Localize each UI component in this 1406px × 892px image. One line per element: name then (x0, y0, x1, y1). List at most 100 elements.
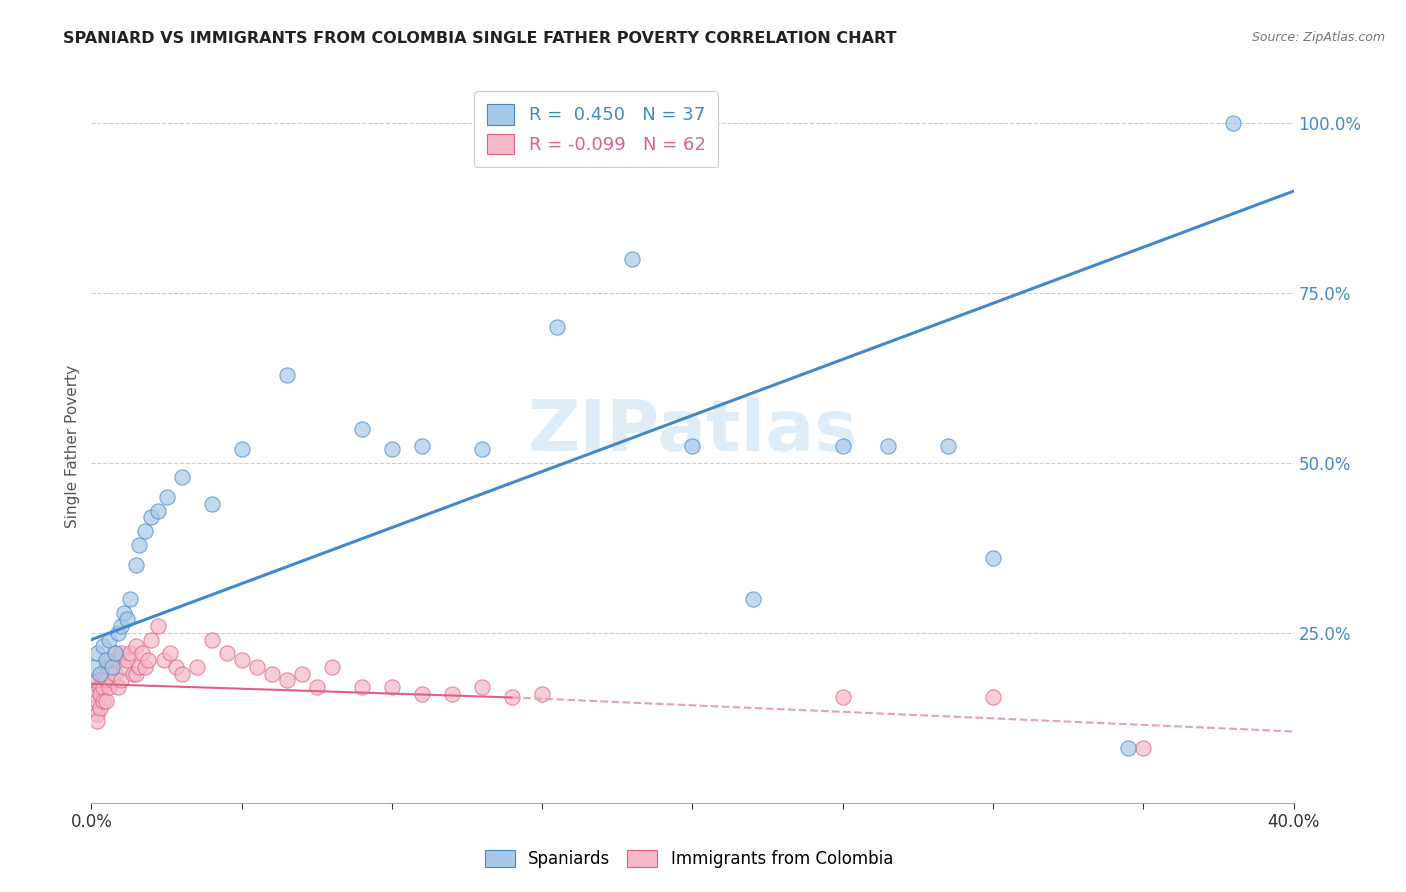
Point (531, 687, 554, 701)
Point (86, 694, 108, 708)
Legend: Spaniards, Immigrants from Colombia: Spaniards, Immigrants from Colombia (478, 843, 900, 875)
Point (96, 694, 118, 708)
Point (101, 653, 124, 667)
Point (107, 653, 129, 667)
Point (1222, 116, 1244, 130)
Point (110, 646, 132, 660)
Point (89, 700, 111, 714)
Point (93, 640, 115, 654)
Point (440, 687, 463, 701)
Point (501, 690, 523, 705)
Point (134, 524, 156, 538)
Point (350, 680, 373, 694)
Point (381, 442, 404, 457)
Point (89, 687, 111, 701)
Point (83, 700, 105, 714)
Point (741, 591, 763, 606)
Point (981, 690, 1004, 705)
Point (101, 673, 124, 688)
Point (83, 687, 105, 701)
Point (231, 442, 253, 457)
Point (201, 632, 224, 647)
Point (104, 646, 127, 660)
Point (89, 680, 111, 694)
Point (96, 660, 118, 674)
Point (152, 653, 174, 667)
Point (117, 653, 139, 667)
Point (107, 680, 129, 694)
Point (120, 591, 142, 606)
Point (83, 677, 105, 691)
Point (215, 646, 238, 660)
Point (621, 252, 644, 266)
Point (86, 707, 108, 722)
Point (141, 510, 163, 524)
Text: SPANIARD VS IMMIGRANTS FROM COLOMBIA SINGLE FATHER POVERTY CORRELATION CHART: SPANIARD VS IMMIGRANTS FROM COLOMBIA SIN… (63, 31, 897, 46)
Point (93, 680, 115, 694)
Point (381, 680, 404, 694)
Point (276, 368, 298, 382)
Point (98, 632, 121, 647)
Point (681, 439, 703, 453)
Point (146, 503, 169, 517)
Point (170, 666, 193, 681)
Point (936, 439, 959, 453)
Point (120, 646, 142, 660)
Point (276, 673, 298, 688)
Point (83, 660, 105, 674)
Point (411, 687, 433, 701)
Point (93, 694, 115, 708)
Point (93, 666, 115, 681)
Point (104, 646, 127, 660)
Point (110, 619, 132, 633)
Point (86, 714, 108, 729)
Point (159, 646, 181, 660)
Point (125, 558, 148, 572)
Point (110, 673, 132, 688)
Point (86, 673, 108, 688)
Point (101, 660, 124, 674)
Point (131, 646, 153, 660)
Point (165, 660, 187, 674)
Point (104, 666, 127, 681)
Point (138, 653, 160, 667)
Point (96, 673, 118, 688)
Point (114, 660, 136, 674)
Point (98, 660, 121, 674)
Point (546, 320, 568, 334)
Point (128, 660, 150, 674)
Point (125, 666, 148, 681)
Point (122, 666, 145, 681)
Point (246, 660, 269, 674)
Y-axis label: Single Father Poverty: Single Father Poverty (65, 365, 80, 527)
Point (291, 666, 314, 681)
Point (1132, 741, 1154, 756)
Point (231, 653, 253, 667)
Point (125, 640, 148, 654)
Point (89, 666, 111, 681)
Point (128, 537, 150, 551)
Text: ZIPatlas: ZIPatlas (527, 397, 858, 467)
Point (86, 646, 108, 660)
Point (471, 680, 494, 694)
Point (260, 666, 283, 681)
Point (411, 439, 433, 453)
Point (114, 606, 136, 620)
Point (146, 619, 169, 633)
Point (876, 439, 898, 453)
Point (117, 612, 139, 626)
Text: Source: ZipAtlas.com: Source: ZipAtlas.com (1251, 31, 1385, 45)
Point (141, 632, 163, 647)
Legend: R =  0.450   N = 37, R = -0.099   N = 62: R = 0.450 N = 37, R = -0.099 N = 62 (474, 91, 718, 167)
Point (98, 680, 121, 694)
Point (831, 690, 853, 705)
Point (305, 680, 328, 694)
Point (155, 490, 177, 504)
Point (1116, 741, 1139, 756)
Point (321, 660, 343, 674)
Point (981, 551, 1004, 566)
Point (134, 660, 156, 674)
Point (471, 442, 494, 457)
Point (350, 422, 373, 436)
Point (201, 497, 224, 511)
